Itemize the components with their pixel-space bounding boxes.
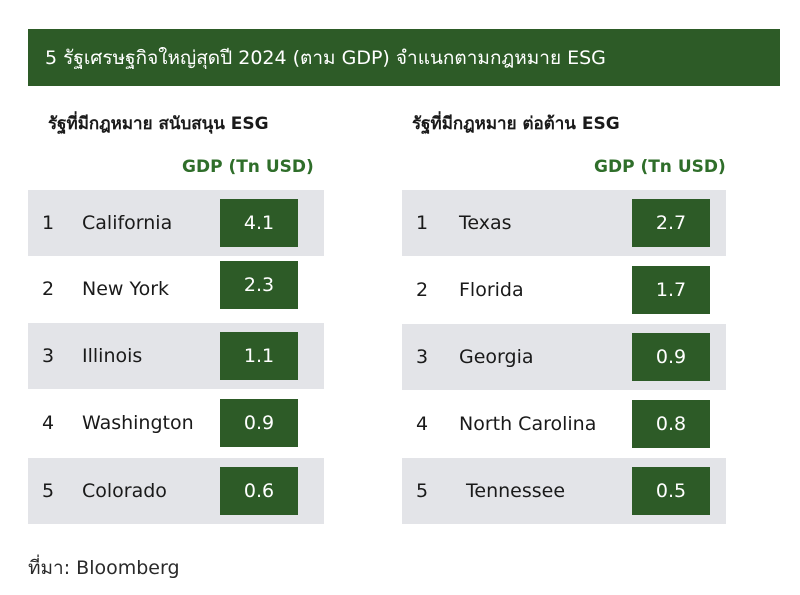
state-label: California xyxy=(82,212,173,234)
rank-label: 3 xyxy=(42,345,55,367)
table-row: 5 Tennessee 0.5 xyxy=(402,458,726,524)
state-label: Tennessee xyxy=(466,480,566,502)
gdp-value: 0.5 xyxy=(632,467,710,515)
gdp-value: 1.7 xyxy=(632,266,710,314)
state-label: Colorado xyxy=(82,480,167,502)
state-label: Texas xyxy=(459,212,512,234)
gdp-value: 0.6 xyxy=(220,467,298,515)
state-label: New York xyxy=(82,278,170,300)
chart-title: 5 รัฐเศรษฐกิจใหญ่สุดปี 2024 (ตาม GDP) จำ… xyxy=(28,29,780,86)
source-value: Bloomberg xyxy=(76,557,180,579)
table-row: 5 Colorado 0.6 xyxy=(28,458,324,524)
right-panel-heading: รัฐที่มีกฎหมาย ต่อต้าน ESG xyxy=(412,114,620,134)
table-row: 3 Georgia 0.9 xyxy=(402,324,726,390)
table-row: 2 Florida 1.7 xyxy=(402,257,726,323)
state-label: North Carolina xyxy=(459,413,597,435)
gdp-value: 4.1 xyxy=(220,199,298,247)
gdp-value: 2.3 xyxy=(220,261,298,309)
gdp-value: 0.9 xyxy=(220,399,298,447)
rank-label: 2 xyxy=(42,278,55,300)
gdp-value: 0.9 xyxy=(632,333,710,381)
rank-label: 4 xyxy=(42,412,55,434)
rank-label: 1 xyxy=(416,212,429,234)
rank-label: 4 xyxy=(416,413,429,435)
table-row: 1 Texas 2.7 xyxy=(402,190,726,256)
state-label: Illinois xyxy=(82,345,143,367)
table-row: 4 North Carolina 0.8 xyxy=(402,391,726,457)
rank-label: 5 xyxy=(42,480,55,502)
state-label: Florida xyxy=(459,279,524,301)
left-panel-heading: รัฐที่มีกฎหมาย สนับสนุน ESG xyxy=(48,114,269,134)
rank-label: 2 xyxy=(416,279,429,301)
table-row: 3 Illinois 1.1 xyxy=(28,323,324,389)
table-row: 2 New York 2.3 xyxy=(28,256,324,322)
source-label: ที่มา: xyxy=(28,557,71,579)
gdp-value: 1.1 xyxy=(220,332,298,380)
state-label: Georgia xyxy=(459,346,534,368)
gdp-value: 2.7 xyxy=(632,199,710,247)
table-row: 4 Washington 0.9 xyxy=(28,390,324,456)
rank-label: 3 xyxy=(416,346,429,368)
source-note: ที่มา: Bloomberg xyxy=(28,553,180,583)
gdp-value: 0.8 xyxy=(632,400,710,448)
state-label: Washington xyxy=(82,412,194,434)
right-gdp-header: GDP (Tn USD) xyxy=(594,157,726,177)
table-row: 1 California 4.1 xyxy=(28,190,324,256)
left-gdp-header: GDP (Tn USD) xyxy=(182,157,314,177)
rank-label: 1 xyxy=(42,212,55,234)
rank-label: 5 xyxy=(416,480,429,502)
